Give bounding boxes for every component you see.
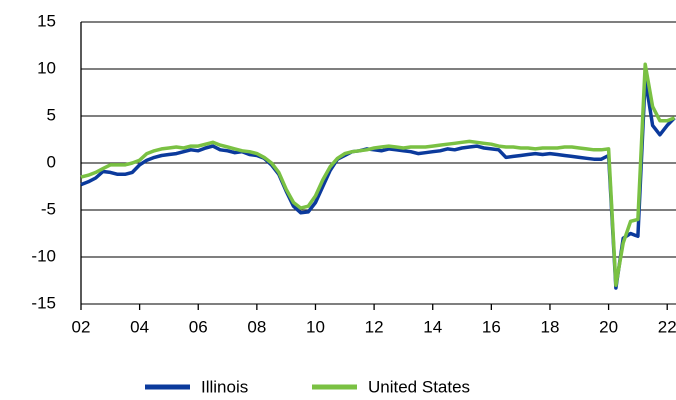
y-tick-label: -10	[31, 246, 56, 265]
y-tick-label: -5	[41, 199, 56, 218]
x-tick-label: 20	[599, 317, 618, 336]
x-tick-label: 22	[658, 317, 676, 336]
series-line	[80, 76, 676, 290]
y-tick-label: 10	[37, 58, 56, 77]
x-tick-label: 06	[189, 317, 208, 336]
legend-label: Illinois	[201, 377, 248, 396]
y-tick-label: -15	[31, 293, 56, 312]
x-tick-label: 08	[247, 317, 266, 336]
x-tick-label: 04	[130, 317, 149, 336]
x-tick-label: 18	[541, 317, 560, 336]
x-tick-label: 12	[365, 317, 384, 336]
x-tick-label: 16	[482, 317, 501, 336]
x-tick-label: 14	[423, 317, 442, 336]
y-tick-label: 15	[37, 11, 56, 30]
series-line	[80, 62, 676, 287]
x-tick-label: 02	[72, 317, 91, 336]
x-tick-label: 10	[306, 317, 325, 336]
y-tick-label: 5	[47, 105, 56, 124]
legend-label: United States	[368, 377, 470, 396]
y-tick-label: 0	[47, 152, 56, 171]
